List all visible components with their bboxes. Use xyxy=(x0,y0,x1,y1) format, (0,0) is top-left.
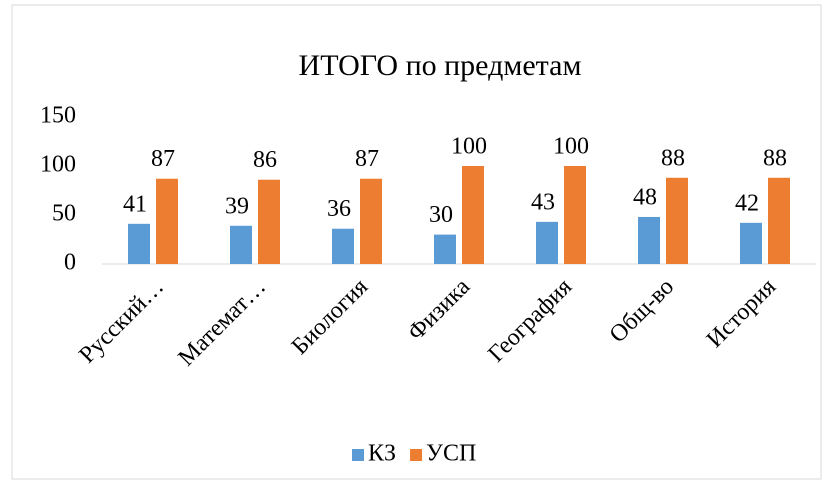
value-label: 43 xyxy=(531,189,555,215)
bar xyxy=(462,166,484,264)
legend-swatch xyxy=(352,449,364,461)
bar xyxy=(156,178,178,264)
legend-label: УСП xyxy=(426,441,476,467)
value-label: 88 xyxy=(661,145,685,171)
chart-title: ИТОГО по предметам xyxy=(299,49,582,82)
bar xyxy=(564,166,586,264)
value-label: 87 xyxy=(355,146,379,172)
bar xyxy=(258,179,280,264)
value-label: 41 xyxy=(123,191,147,217)
legend-label: КЗ xyxy=(368,441,396,467)
y-tick-label: 100 xyxy=(40,152,76,178)
legend-swatch xyxy=(410,449,423,461)
value-label: 88 xyxy=(763,145,787,171)
bar xyxy=(360,178,382,264)
value-label: 39 xyxy=(225,193,249,219)
bar xyxy=(332,228,354,264)
bar xyxy=(434,234,456,264)
value-label: 86 xyxy=(253,147,277,173)
bar xyxy=(128,223,150,264)
bar xyxy=(666,177,688,264)
value-label: 87 xyxy=(151,146,175,172)
value-label: 30 xyxy=(429,202,453,228)
bar xyxy=(230,225,252,264)
y-tick-label: 150 xyxy=(40,103,76,129)
value-label: 100 xyxy=(451,134,487,160)
value-label: 100 xyxy=(553,134,589,160)
y-tick-label: 0 xyxy=(64,250,76,276)
bar xyxy=(536,221,558,264)
bar xyxy=(638,216,660,264)
bar xyxy=(740,222,762,264)
value-label: 48 xyxy=(633,184,657,210)
value-label: 36 xyxy=(327,196,351,222)
value-label: 42 xyxy=(735,190,759,216)
bar xyxy=(768,177,790,264)
y-tick-label: 50 xyxy=(52,201,76,227)
